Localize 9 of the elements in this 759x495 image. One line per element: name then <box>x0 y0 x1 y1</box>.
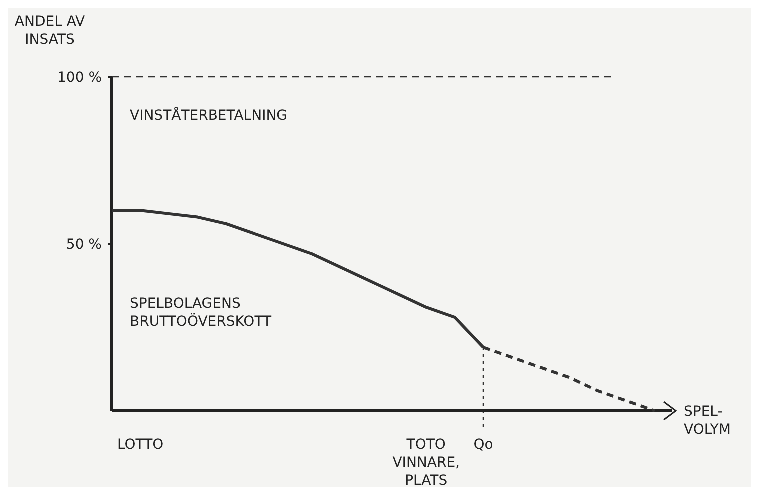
y-tick-label: 50 % <box>66 237 102 253</box>
x-tick-label: LOTTO <box>117 437 164 453</box>
x-tick-label: Qo <box>474 437 494 453</box>
y-tick-label: 100 % <box>58 70 102 86</box>
annotation: SPELBOLAGENS BRUTTOÖVERSKOTT <box>130 296 272 330</box>
annotation: VINSTÅTERBETALNING <box>130 107 288 124</box>
x-tick-label: TOTO VINNARE, PLATS <box>392 437 460 489</box>
x-axis-title: SPEL- VOLYM <box>684 404 731 438</box>
y-axis-title: ANDEL AV INSATS <box>14 14 86 48</box>
